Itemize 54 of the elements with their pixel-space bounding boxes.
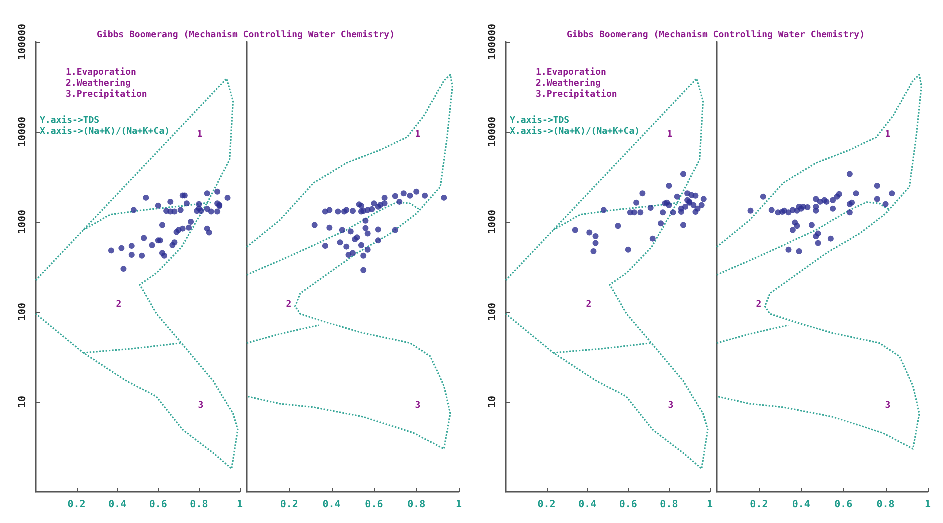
annotation: 3 [668, 401, 674, 411]
y-tick-label: 100 [488, 302, 498, 322]
annotation: 2.Weathering [66, 78, 132, 89]
annotation: 3.Precipitation [66, 89, 148, 100]
x-tick-label: 1 [236, 500, 244, 510]
annotation: 3 [198, 401, 204, 411]
annotation: 2 [586, 300, 592, 310]
chart-title: Gibbs Boomerang (Mechanism Controlling Water Chemistry) [96, 30, 396, 40]
y-tick-label: 100000 [18, 24, 28, 60]
annotation: 1 [415, 130, 421, 140]
x-tick-label: 0.2 [538, 500, 556, 510]
x-tick-label: 1 [456, 500, 462, 510]
y-tick-label: 10 [18, 396, 28, 408]
annotation: 1.Evaporation [66, 67, 136, 78]
y-tick-label: 1000 [18, 210, 28, 234]
x-tick-label: 0.4 [578, 500, 597, 510]
annotation: 1 [667, 130, 673, 140]
y-tick-label: 1000 [488, 210, 498, 234]
x-tick-label: 0.4 [792, 500, 810, 510]
x-tick-label: 0.8 [660, 500, 678, 510]
x-tick-label: 0.6 [619, 500, 638, 510]
x-tick-label: 0.2 [750, 500, 768, 510]
annotation: Y.axis->TDS [510, 115, 570, 126]
x-tick-label: 0.4 [108, 500, 127, 510]
chart-title: Gibbs Boomerang (Mechanism Controlling Water Chemistry) [566, 30, 866, 40]
x-tick-label: 0.8 [876, 500, 895, 510]
annotation: 2 [116, 300, 122, 310]
x-tick-label: 0.6 [365, 500, 384, 510]
annotation: 2 [756, 300, 762, 310]
annotation: 3.Precipitation [536, 89, 618, 100]
x-tick-label: 0.8 [190, 500, 208, 510]
annotation: 2 [286, 300, 292, 310]
x-tick-label: 1 [706, 500, 714, 510]
annotation: 1.Evaporation [536, 67, 606, 78]
annotation: X.axis->(Na+K)/(Na+K+Ca) [40, 126, 170, 137]
y-tick-label: 10 [488, 396, 498, 408]
annotation: X.axis->(Na+K)/(Na+K+Ca) [510, 126, 640, 137]
annotation: 3 [885, 401, 891, 411]
annotation: 1 [885, 130, 891, 140]
x-tick-label: 0.8 [408, 500, 426, 510]
x-tick-label: 1 [924, 500, 932, 510]
x-tick-label: 0.2 [280, 500, 298, 510]
x-tick-label: 0.2 [68, 500, 86, 510]
x-tick-label: 0.6 [149, 500, 168, 510]
y-tick-label: 100 [18, 302, 28, 322]
x-tick-label: 0.6 [834, 500, 853, 510]
annotation: 3 [415, 401, 421, 411]
annotation: 2.Weathering [536, 78, 602, 89]
y-tick-label: 10000 [18, 116, 28, 148]
y-tick-label: 100000 [488, 24, 498, 60]
annotation: 1 [197, 130, 203, 140]
x-tick-label: 0.4 [322, 500, 341, 510]
annotation: Y.axis->TDS [40, 115, 100, 126]
y-tick-label: 10000 [488, 116, 498, 148]
